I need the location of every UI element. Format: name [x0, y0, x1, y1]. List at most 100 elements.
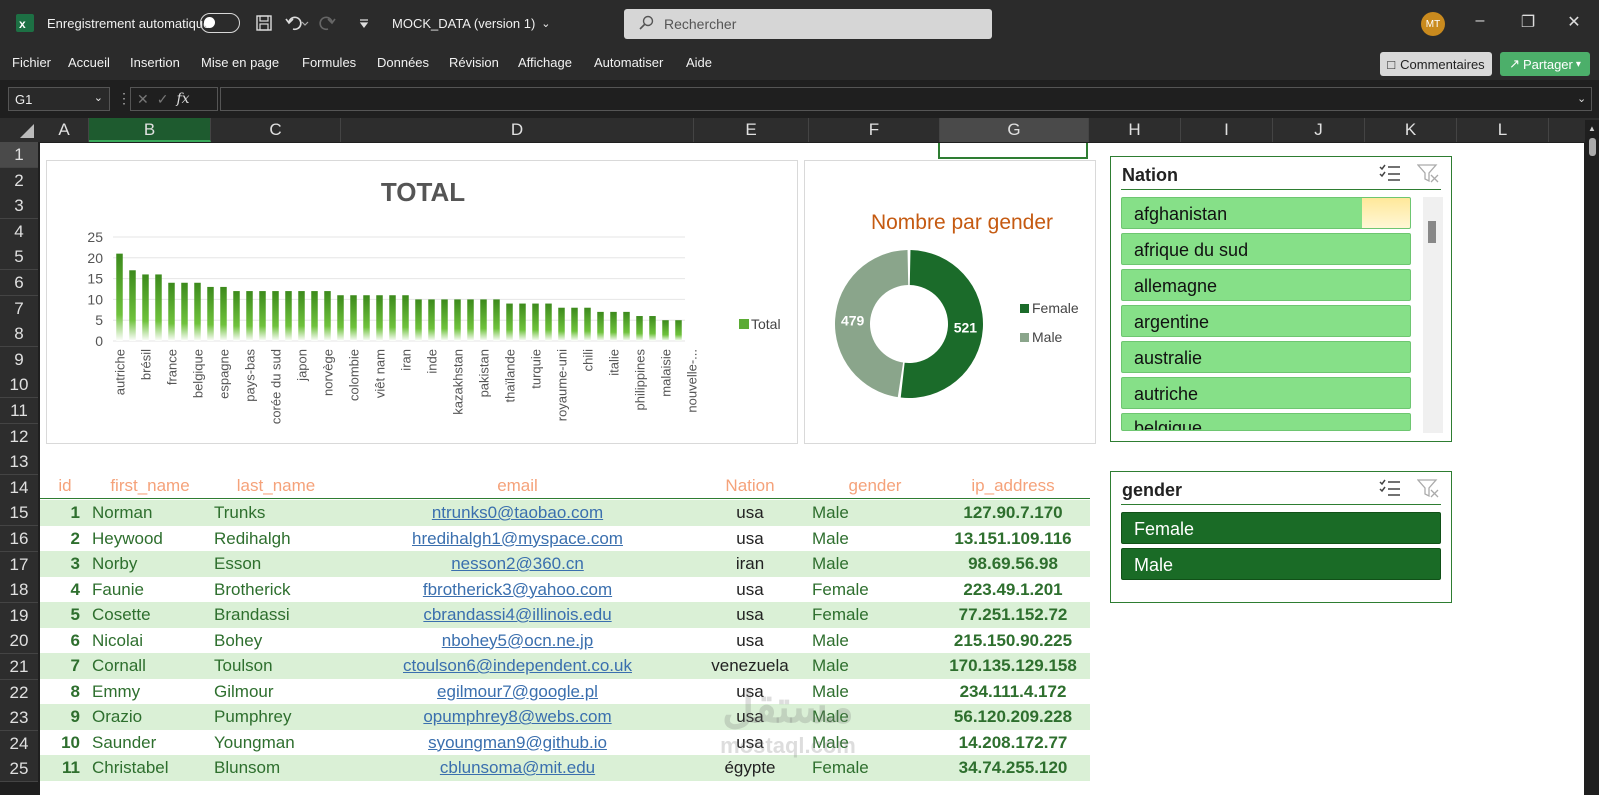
- total-bar-chart[interactable]: TOTAL 0 5 10 15 20 25 autriche brésil france belg…: [46, 160, 798, 444]
- cell-email[interactable]: cbrandassi4@illinois.edu: [423, 605, 612, 624]
- cell-email[interactable]: egilmour7@google.pl: [437, 681, 598, 701]
- row-header-2[interactable]: 2: [0, 167, 38, 194]
- column-header-h[interactable]: H: [1089, 118, 1181, 142]
- insert-function-button[interactable]: fx: [176, 91, 190, 107]
- column-header-e[interactable]: E: [694, 118, 809, 142]
- bar[interactable]: [506, 303, 513, 341]
- bar[interactable]: [454, 299, 461, 341]
- donut-slice-male[interactable]: [835, 250, 909, 398]
- row-header-18[interactable]: 18: [0, 577, 38, 604]
- column-header-l[interactable]: L: [1457, 118, 1549, 142]
- restore-icon[interactable]: ❐: [1520, 14, 1536, 31]
- slicer-item-autriche[interactable]: autriche: [1121, 377, 1411, 409]
- bar[interactable]: [545, 303, 552, 341]
- bar[interactable]: [649, 316, 656, 341]
- tab-aide[interactable]: Aide: [686, 55, 713, 70]
- cell-email[interactable]: ctoulson6@independent.co.uk: [403, 656, 632, 675]
- row-header-7[interactable]: 7: [0, 295, 38, 322]
- bar[interactable]: [285, 291, 292, 341]
- bar[interactable]: [259, 291, 266, 341]
- vertical-scrollbar[interactable]: ▲: [1585, 120, 1599, 795]
- header-first-name[interactable]: first_name: [110, 476, 190, 495]
- slicer-scroll-thumb[interactable]: [1428, 221, 1436, 243]
- bar[interactable]: [636, 316, 643, 341]
- save-icon[interactable]: [255, 0, 273, 46]
- tab-affichage[interactable]: Affichage: [518, 55, 572, 70]
- select-all-corner[interactable]: [0, 118, 40, 142]
- bar[interactable]: [441, 299, 448, 341]
- bar[interactable]: [129, 270, 136, 341]
- bar[interactable]: [311, 291, 318, 341]
- row-header-6[interactable]: 6: [0, 270, 38, 296]
- row-header-11[interactable]: 11: [0, 398, 38, 424]
- slicer-item-argentine[interactable]: argentine: [1121, 305, 1411, 337]
- scroll-thumb[interactable]: [1589, 138, 1596, 156]
- tab-insertion[interactable]: Insertion: [130, 55, 180, 70]
- cancel-icon[interactable]: ✕: [137, 90, 149, 107]
- header-ip-address[interactable]: ip_address: [971, 476, 1055, 495]
- slicer-item-allemagne[interactable]: allemagne: [1121, 269, 1411, 301]
- comments-button[interactable]: □ Commentaires: [1380, 52, 1492, 76]
- avatar[interactable]: MT: [1421, 12, 1445, 36]
- slicer-item-male[interactable]: Male: [1121, 548, 1441, 580]
- tab-revision[interactable]: Révision: [449, 55, 499, 70]
- clear-filter-icon[interactable]: [1416, 478, 1439, 503]
- column-header-j[interactable]: J: [1273, 118, 1365, 142]
- row-header-12[interactable]: 12: [0, 423, 38, 450]
- slicer-item-belgique[interactable]: belgique: [1121, 413, 1411, 431]
- bar[interactable]: [376, 295, 383, 341]
- file-title[interactable]: MOCK_DATA (version 1) ⌄: [392, 0, 551, 46]
- row-header-10[interactable]: 10: [0, 372, 38, 399]
- row-header-13[interactable]: 13: [0, 449, 38, 476]
- cell-email[interactable]: nbohey5@ocn.ne.jp: [441, 630, 594, 650]
- row-header-21[interactable]: 21: [0, 654, 38, 680]
- row-header-23[interactable]: 23: [0, 705, 38, 732]
- tab-accueil[interactable]: Accueil: [68, 55, 110, 70]
- row-header-20[interactable]: 20: [0, 628, 38, 655]
- bar[interactable]: [571, 307, 578, 341]
- row-header-19[interactable]: 19: [0, 602, 38, 629]
- donut-slice-female[interactable]: [900, 250, 984, 398]
- nation-slicer[interactable]: Nation afghanistan afrique du sud allema…: [1110, 156, 1452, 442]
- header-id[interactable]: id: [58, 476, 72, 495]
- header-nation[interactable]: Nation: [725, 476, 775, 495]
- bar[interactable]: [272, 291, 279, 341]
- row-header-8[interactable]: 8: [0, 321, 38, 348]
- column-header-i[interactable]: I: [1181, 118, 1273, 142]
- worksheet-grid[interactable]: TOTAL 0 5 10 15 20 25 autriche brésil france belg…: [40, 143, 1584, 795]
- tab-automatiser[interactable]: Automatiser: [594, 55, 664, 70]
- bar[interactable]: [493, 299, 500, 341]
- bar[interactable]: [415, 299, 422, 341]
- bar[interactable]: [558, 307, 565, 341]
- scroll-up-icon[interactable]: ▲: [1588, 124, 1596, 133]
- selected-cell-g1[interactable]: [938, 143, 1088, 159]
- bar[interactable]: [350, 295, 357, 341]
- undo-icon[interactable]: [285, 0, 309, 46]
- bar[interactable]: [220, 286, 227, 341]
- bar[interactable]: [181, 282, 188, 341]
- bar[interactable]: [467, 299, 474, 341]
- header-email[interactable]: email: [497, 476, 538, 495]
- cell-email[interactable]: hredihalgh1@myspace.com: [412, 528, 623, 548]
- bar[interactable]: [116, 253, 123, 341]
- tab-mise-en-page[interactable]: Mise en page: [201, 55, 280, 70]
- bar[interactable]: [532, 303, 539, 341]
- bar[interactable]: [402, 295, 409, 341]
- bar[interactable]: [389, 295, 396, 341]
- row-header-3[interactable]: 3: [0, 193, 38, 220]
- bar[interactable]: [298, 291, 305, 341]
- bar[interactable]: [155, 274, 162, 341]
- clear-filter-icon[interactable]: [1416, 163, 1439, 188]
- formula-input[interactable]: [220, 87, 1592, 111]
- tab-formules[interactable]: Formules: [302, 55, 357, 70]
- tab-donnees[interactable]: Données: [377, 55, 430, 70]
- slicer-item-afghanistan[interactable]: afghanistan: [1121, 197, 1411, 229]
- row-header-17[interactable]: 17: [0, 551, 38, 578]
- row-header-9[interactable]: 9: [0, 346, 38, 373]
- slicer-item-afrique-du-sud[interactable]: afrique du sud: [1121, 233, 1411, 265]
- tab-fichier[interactable]: Fichier: [12, 55, 52, 70]
- cell-email[interactable]: nesson2@360.cn: [451, 554, 584, 573]
- row-header-25[interactable]: 25: [0, 756, 38, 783]
- row-header-16[interactable]: 16: [0, 526, 38, 552]
- column-header-k[interactable]: K: [1365, 118, 1457, 142]
